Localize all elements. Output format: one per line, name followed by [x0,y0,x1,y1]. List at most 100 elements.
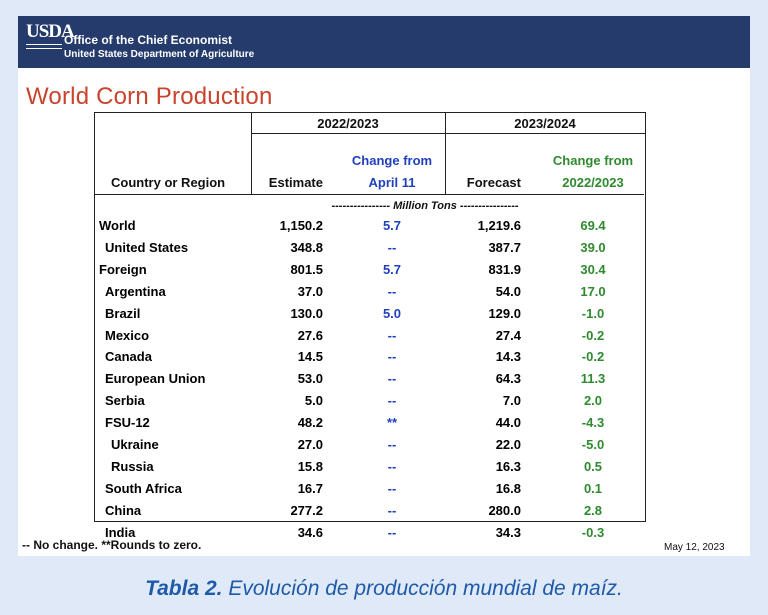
cell-forecast: 16.3 [495,458,521,474]
cell-region: China [105,502,142,518]
col-header-estimate: Estimate [268,175,323,190]
cell-forecast: 54.0 [495,283,521,299]
col-header-change-april-l1: Change from [351,153,433,168]
cell-forecast: 129.0 [488,305,521,321]
table-row: World 1,150.2 5.7 1,219.6 69.4 [95,218,647,240]
cell-change-april: -- [387,349,397,365]
cell-change-prev: 69.4 [580,218,606,233]
cell-estimate: 48.2 [297,415,323,431]
cell-region: Foreign [99,261,147,277]
cell-change-april: -- [387,327,397,343]
cell-forecast: 387.7 [488,239,521,255]
cell-region: Brazil [105,305,141,321]
cell-estimate: 801.5 [290,261,323,277]
cell-region: India [105,524,136,540]
cell-change-prev: -1.0 [581,305,605,321]
table-row: Argentina 37.0 -- 54.0 17.0 [95,284,647,306]
cell-forecast: 831.9 [488,261,521,277]
cell-region: Argentina [105,283,166,299]
cell-change-april: -- [387,502,397,518]
cell-change-prev: 0.5 [583,458,603,474]
cell-region: Serbia [105,393,145,409]
cell-forecast: 44.0 [495,415,521,431]
cell-change-prev: 0.1 [583,480,603,496]
cell-region: Mexico [105,327,150,343]
cell-region: Ukraine [111,437,159,452]
cell-region: South Africa [105,480,182,496]
cell-forecast: 34.3 [495,524,521,540]
table-row: India 34.6 -- 34.3 -0.3 [95,525,647,547]
cell-change-prev: 39.0 [580,239,606,255]
cell-estimate: 27.0 [297,437,323,452]
cell-region: European Union [105,371,206,387]
cell-estimate: 16.7 [297,480,323,496]
cell-change-april: -- [387,283,397,299]
header-divider [445,113,446,195]
table-row: Canada 14.5 -- 14.3 -0.2 [95,349,647,371]
cell-change-prev: 2.0 [583,393,603,409]
cell-estimate: 53.0 [297,371,323,387]
cell-estimate: 1,150.2 [279,218,323,233]
group-2022-2023: 2022/2023 [317,116,379,131]
cell-forecast: 7.0 [502,393,521,409]
cell-change-april: ** [386,415,398,431]
table-row: Ukraine 27.0 -- 22.0 -5.0 [95,437,647,459]
cell-region: United States [105,239,189,255]
col-header-change-april-l2: April 11 [368,175,416,190]
cell-forecast: 280.0 [488,502,521,518]
table-row: Foreign 801.5 5.7 831.9 30.4 [95,262,647,284]
cell-change-prev: 2.8 [583,502,603,518]
cell-change-prev: -0.2 [581,349,605,365]
caption-text: Evolución de producción mundial de maíz. [222,577,623,600]
corn-production-table: 2022/2023 2023/2024 Country or Region Es… [94,112,647,540]
cell-change-april: -- [387,524,397,540]
cell-estimate: 27.6 [297,327,323,343]
cell-forecast: 22.0 [495,437,521,452]
usda-banner: USDA Office of the Chief Economist Unite… [18,16,750,68]
col-header-change-prev-l1: Change from [552,153,634,168]
header-bottom-rule [95,194,644,195]
units-label: ---------------- Million Tons ----------… [331,200,519,212]
cell-change-prev: 30.4 [580,261,606,277]
cell-change-april: -- [387,239,397,255]
cell-region: Russia [111,458,154,474]
cell-change-prev: -4.3 [581,415,605,431]
table-row: Brazil 130.0 5.0 129.0 -1.0 [95,306,647,328]
col-header-forecast: Forecast [466,175,521,190]
cell-change-prev: 11.3 [580,371,606,387]
cell-region: World [99,218,136,233]
table-row: United States 348.8 -- 387.7 39.0 [95,240,647,262]
cell-estimate: 5.0 [304,393,323,409]
cell-forecast: 64.3 [495,371,521,387]
cell-estimate: 37.0 [297,283,323,299]
table-row: FSU-12 48.2 ** 44.0 -4.3 [95,415,647,437]
cell-estimate: 348.8 [290,239,323,255]
caption-label: Tabla 2. [145,577,223,600]
footnote: -- No change. **Rounds to zero. [22,538,202,552]
cell-estimate: 14.5 [297,349,323,365]
cell-region: FSU-12 [105,415,150,431]
cell-change-prev: -0.3 [581,524,605,540]
department-name: United States Department of Agriculture [64,49,255,60]
cell-change-april: 5.7 [382,261,402,277]
cell-estimate: 15.8 [297,458,323,474]
cell-change-april: -- [387,393,397,409]
figure-caption: Tabla 2. Evolución de producción mundial… [0,577,768,601]
col-header-region: Country or Region [111,175,226,190]
slide: USDA Office of the Chief Economist Unite… [18,16,750,556]
table-row: South Africa 16.7 -- 16.8 0.1 [95,481,647,503]
header-divider [251,113,252,195]
page-title: World Corn Production [26,83,273,110]
group-2023-2024: 2023/2024 [514,116,576,131]
usda-logo: USDA [26,21,75,49]
table-row: Russia 15.8 -- 16.3 0.5 [95,459,647,481]
table-row: European Union 53.0 -- 64.3 11.3 [95,371,647,393]
cell-change-april: 5.7 [382,218,402,233]
cell-change-prev: -0.2 [581,327,605,343]
group-underline [251,133,645,134]
cell-change-prev: 17.0 [580,283,606,299]
cell-estimate: 34.6 [297,524,323,540]
cell-estimate: 130.0 [290,305,323,321]
cell-change-prev: -5.0 [581,437,605,452]
table-row: Serbia 5.0 -- 7.0 2.0 [95,393,647,415]
